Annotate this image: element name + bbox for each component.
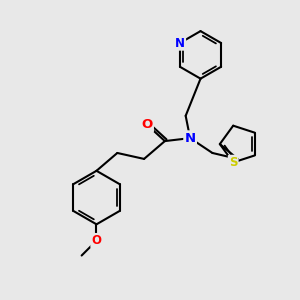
Text: O: O bbox=[141, 118, 153, 131]
Text: N: N bbox=[175, 37, 185, 50]
Text: S: S bbox=[229, 156, 237, 169]
Text: O: O bbox=[92, 234, 101, 247]
Text: N: N bbox=[184, 132, 196, 145]
